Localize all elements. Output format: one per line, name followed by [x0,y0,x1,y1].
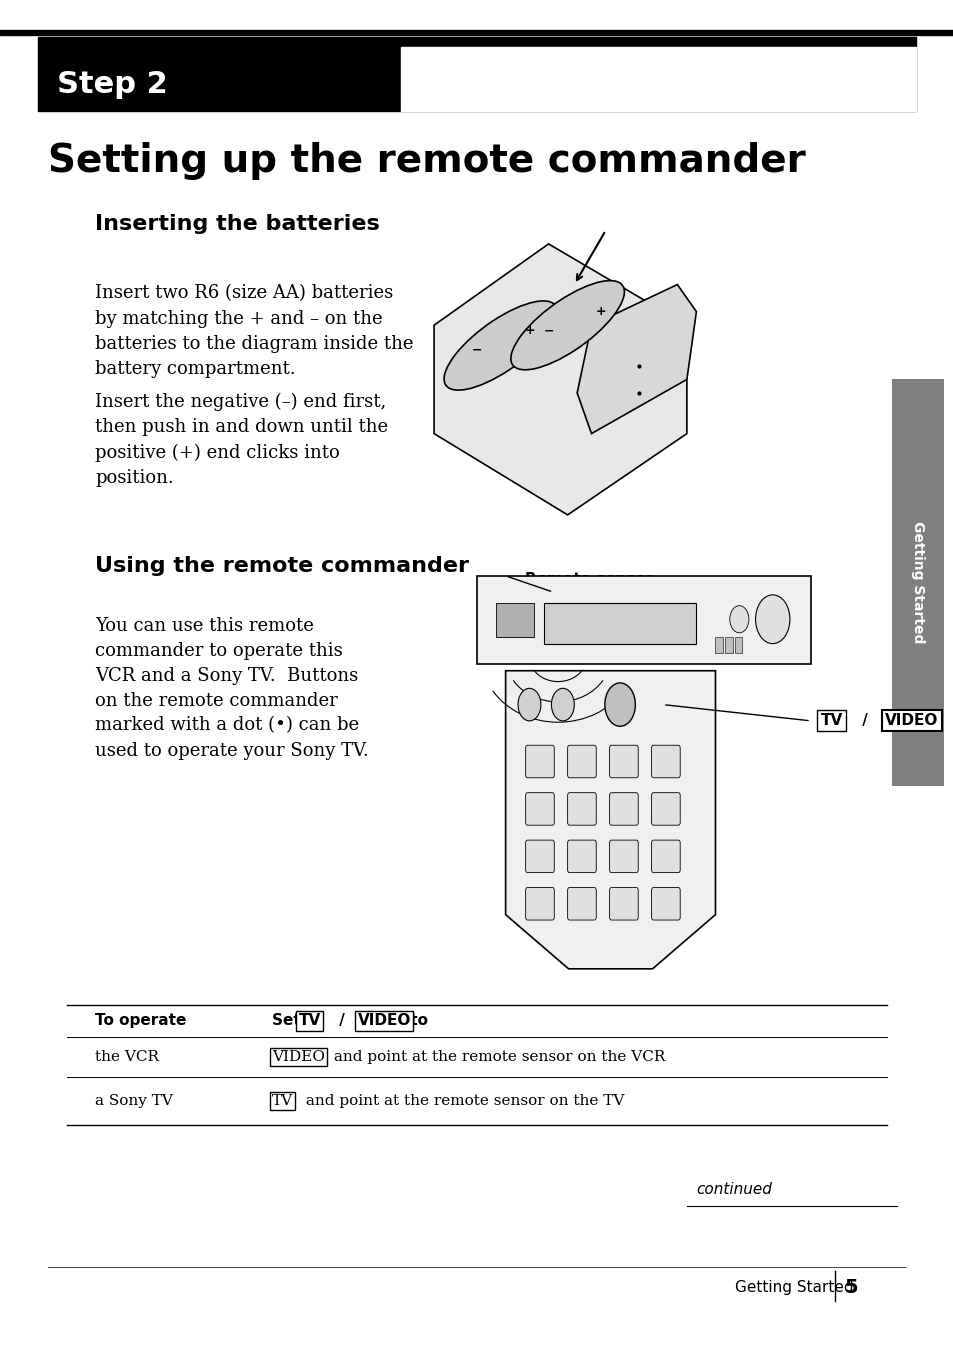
Text: Set: Set [272,1014,306,1028]
Text: Remote sensor: Remote sensor [524,572,653,587]
FancyBboxPatch shape [525,793,554,825]
Text: TV: TV [820,713,841,729]
Text: VIDEO: VIDEO [884,713,938,729]
Bar [724,637,732,653]
FancyBboxPatch shape [525,745,554,778]
FancyBboxPatch shape [567,793,596,825]
Text: Inserting the batteries: Inserting the batteries [95,214,379,234]
Text: Getting Started: Getting Started [734,1279,852,1295]
Text: 5: 5 [843,1278,857,1297]
Text: Insert two R6 (size AA) batteries
by matching the + and – on the
batteries to th: Insert two R6 (size AA) batteries by mat… [95,285,414,378]
Text: Using the remote commander: Using the remote commander [95,556,469,576]
Text: Insert the negative (–) end first,
then push in and down until the
positive (+) : Insert the negative (–) end first, then … [95,393,388,486]
Bar [891,379,943,786]
Circle shape [729,606,748,633]
Text: Step 2: Step 2 [57,69,168,99]
Bar [543,603,696,644]
Text: continued: continued [696,1182,772,1196]
Text: and point at the remote sensor on the TV: and point at the remote sensor on the TV [300,1093,623,1108]
FancyBboxPatch shape [609,745,638,778]
Text: −: − [542,324,554,337]
Circle shape [604,683,635,726]
FancyBboxPatch shape [567,745,596,778]
Text: a Sony TV: a Sony TV [95,1093,173,1108]
Text: Setting up the remote commander: Setting up the remote commander [48,142,804,180]
Text: +: + [595,305,606,318]
FancyBboxPatch shape [525,888,554,920]
Text: VIDEO: VIDEO [272,1050,325,1064]
Circle shape [551,688,574,721]
Ellipse shape [510,280,624,370]
Text: TV: TV [820,713,841,729]
Circle shape [517,688,540,721]
FancyBboxPatch shape [651,840,679,873]
Polygon shape [505,671,715,969]
Text: +: + [523,324,535,337]
Text: to: to [405,1014,428,1028]
Text: TV: TV [298,1014,320,1028]
Polygon shape [434,244,686,515]
Text: Getting Started: Getting Started [910,522,924,644]
Circle shape [755,595,789,644]
FancyBboxPatch shape [567,840,596,873]
Text: −: − [471,343,482,356]
Bar [496,603,534,637]
FancyBboxPatch shape [651,793,679,825]
Ellipse shape [443,301,558,390]
Text: /: / [334,1014,350,1028]
Polygon shape [577,285,696,434]
Text: TV: TV [272,1093,293,1108]
FancyBboxPatch shape [525,840,554,873]
Text: VIDEO: VIDEO [357,1014,411,1028]
Bar [0,30,953,35]
Text: the VCR: the VCR [95,1050,159,1064]
FancyBboxPatch shape [609,840,638,873]
FancyBboxPatch shape [609,793,638,825]
Bar [476,576,810,664]
FancyBboxPatch shape [609,888,638,920]
Bar [734,637,741,653]
FancyBboxPatch shape [651,888,679,920]
Text: To operate: To operate [95,1014,187,1028]
Text: /: / [856,713,872,729]
FancyBboxPatch shape [651,745,679,778]
FancyBboxPatch shape [567,888,596,920]
Text: You can use this remote
commander to operate this
VCR and a Sony TV.  Buttons
on: You can use this remote commander to ope… [95,617,369,760]
Text: and point at the remote sensor on the VCR: and point at the remote sensor on the VC… [329,1050,665,1064]
Bar [715,637,722,653]
Bar [38,37,915,111]
Bar [400,47,915,111]
